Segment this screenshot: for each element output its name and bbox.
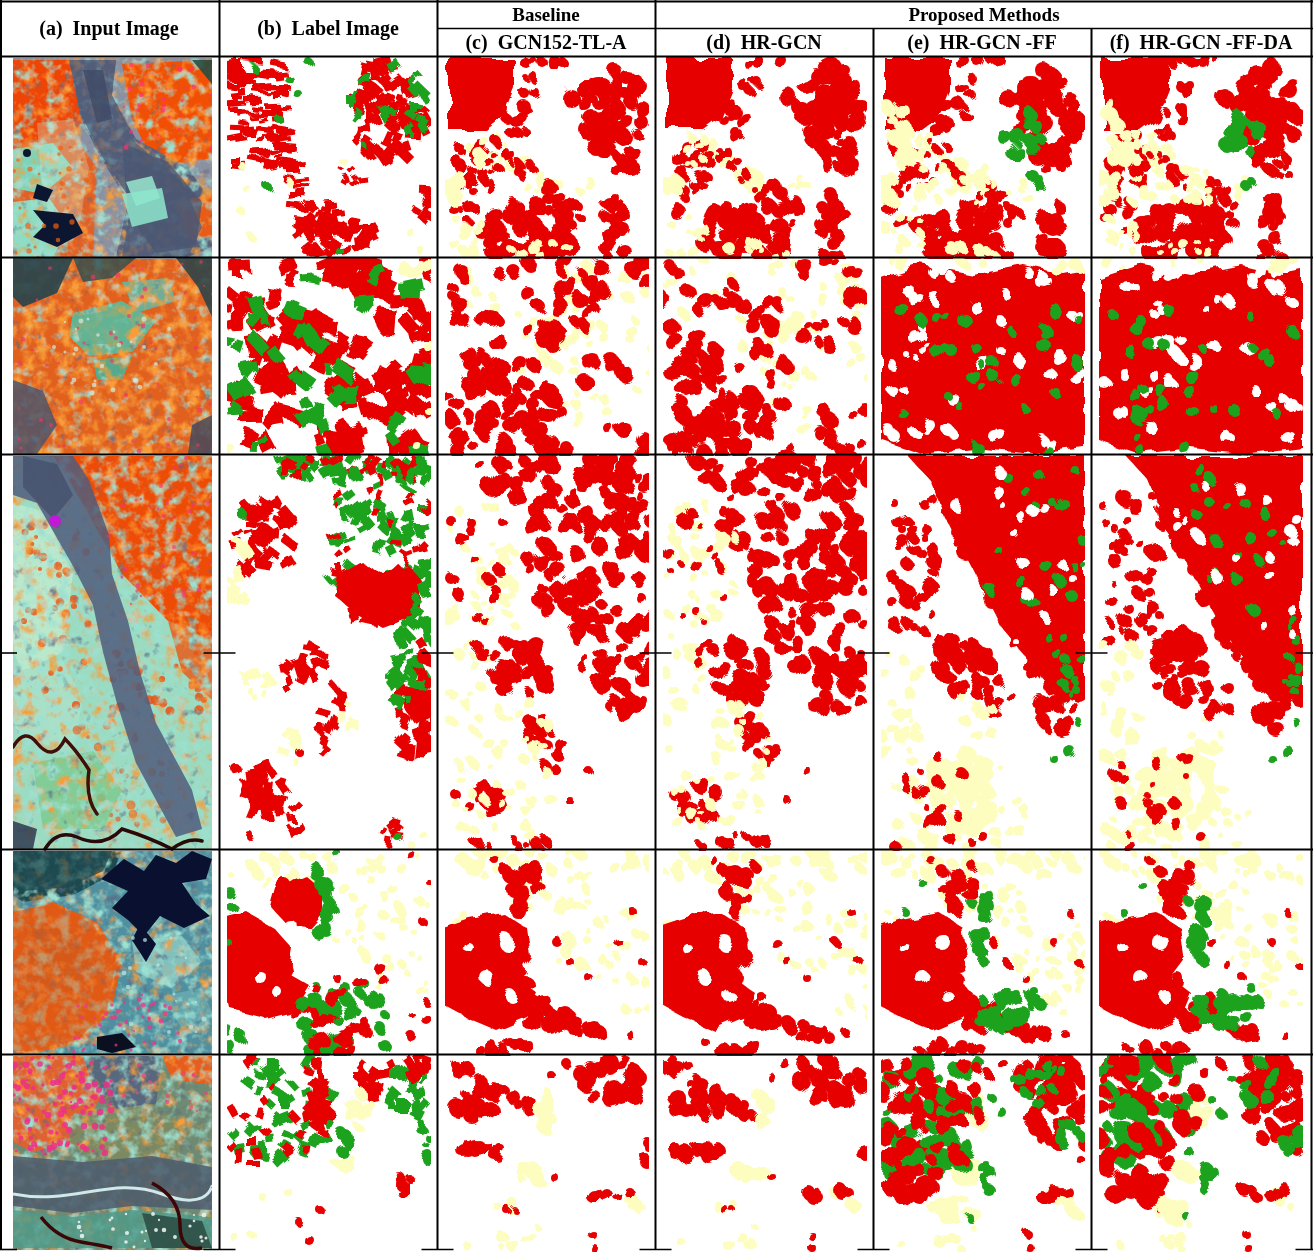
svg-text:(e) HR-GCN -FF: (e) HR-GCN -FF <box>907 31 1056 54</box>
svg-text:(f) HR-GCN -FF-DA: (f) HR-GCN -FF-DA <box>1110 31 1293 54</box>
svg-text:(a) Input Image: (a) Input Image <box>39 17 179 40</box>
svg-text:(c) GCN152-TL-A: (c) GCN152-TL-A <box>465 31 627 54</box>
svg-text:Baseline: Baseline <box>512 4 580 25</box>
svg-text:(d) HR-GCN: (d) HR-GCN <box>706 31 822 54</box>
svg-text:Proposed Methods: Proposed Methods <box>908 4 1059 25</box>
svg-text:(b) Label Image: (b) Label Image <box>257 17 399 40</box>
